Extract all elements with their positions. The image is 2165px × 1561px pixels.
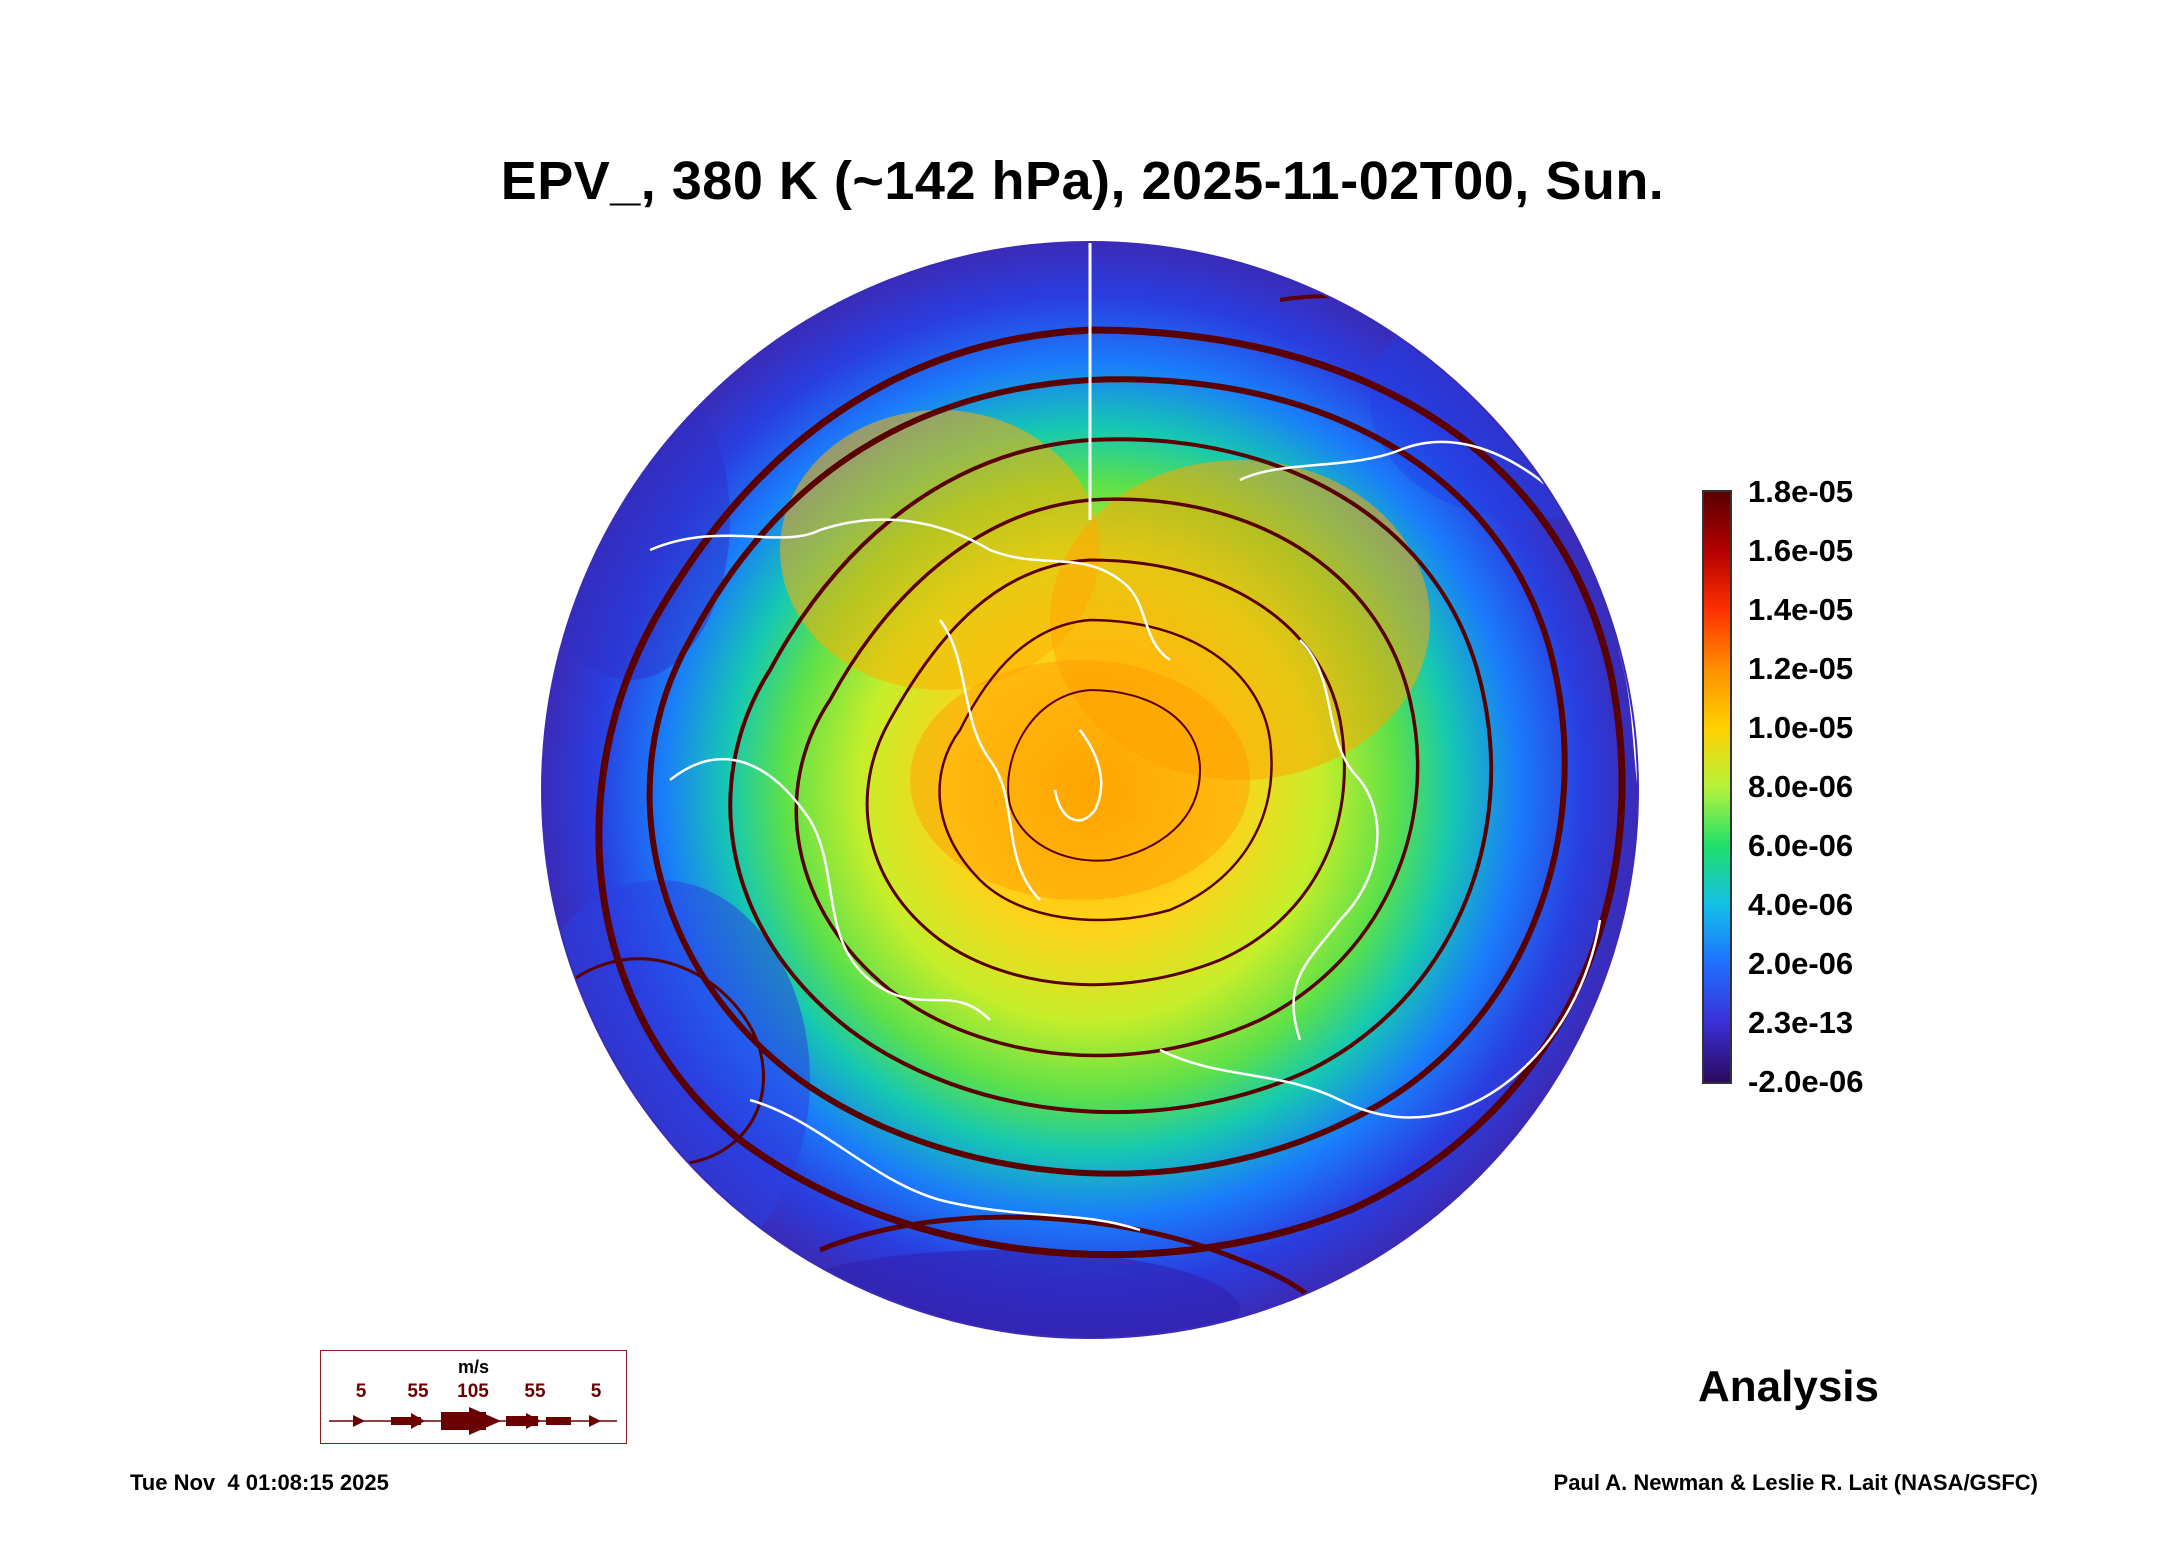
timestamp: Tue Nov 4 01:08:15 2025 [130, 1470, 389, 1495]
epv-field [541, 241, 1639, 1339]
legend-unit: m/s [457, 1357, 490, 1377]
colorbar-label: 6.0e-06 [1748, 828, 1854, 863]
analysis-label: Analysis [1698, 1362, 1879, 1411]
legend-value: 5 [590, 1381, 602, 1402]
legend-arrow-graphic [329, 1407, 617, 1435]
colorbar-label: 1.6e-05 [1748, 533, 1854, 568]
colorbar-label: 4.0e-06 [1748, 887, 1854, 922]
colorbar [1702, 490, 1732, 1084]
plot-title: EPV_, 380 K (~142 hPa), 2025-11-02T00, S… [500, 151, 1665, 211]
legend-value: 5 [355, 1381, 367, 1402]
colorbar-label: 1.0e-05 [1748, 710, 1854, 745]
credit-text: Paul A. Newman & Leslie R. Lait (NASA/GS… [1553, 1470, 2038, 1495]
colorbar-label: 1.2e-05 [1748, 651, 1854, 686]
colorbar-label: 1.4e-05 [1748, 592, 1854, 627]
colorbar-label: 2.0e-06 [1748, 946, 1854, 981]
legend-value: 55 [407, 1381, 429, 1402]
polar-map [520, 220, 1660, 1360]
colorbar-label: 2.3e-13 [1748, 1005, 1854, 1040]
legend-value: 55 [524, 1381, 546, 1402]
globe-outline [541, 241, 1639, 1339]
wind-speed-legend: m/s 5 55 105 55 5 [320, 1350, 627, 1444]
colorbar-label: 8.0e-06 [1748, 769, 1854, 804]
colorbar-label: -2.0e-06 [1748, 1064, 1864, 1099]
legend-value: 105 [457, 1381, 489, 1402]
colorbar-label: 1.8e-05 [1748, 474, 1854, 509]
